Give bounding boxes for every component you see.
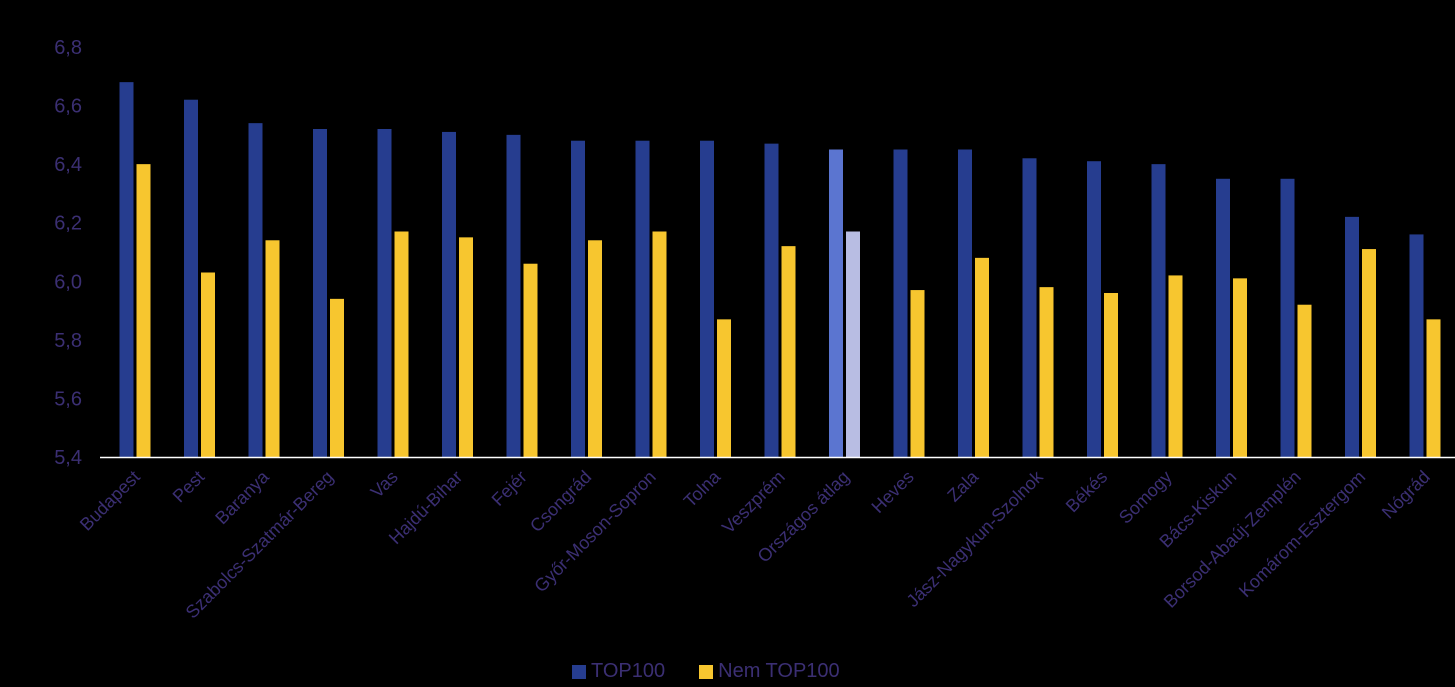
bar-nem-top100	[846, 231, 860, 457]
bar-top100	[1087, 161, 1101, 457]
x-tick-label: Csongrád	[526, 467, 595, 536]
bar-top100	[764, 143, 779, 457]
bar-nem-top100	[394, 231, 409, 457]
bar-top100	[442, 131, 456, 457]
bar-nem-top100	[717, 319, 731, 457]
bar-top100	[1022, 158, 1037, 458]
legend-label-top100: TOP100	[591, 660, 666, 682]
bar-nem-top100	[588, 240, 602, 457]
legend-item-top100: TOP100	[572, 660, 665, 683]
bar-nem-top100	[652, 231, 667, 457]
bar-top100	[313, 129, 327, 457]
x-tick-label: Baranya	[211, 466, 273, 528]
bar-top100	[829, 149, 843, 457]
y-tick-label: 6,6	[54, 96, 82, 118]
x-tick-label: Vas	[367, 467, 402, 502]
bar-nem-top100	[910, 290, 925, 457]
bar-top100	[1151, 164, 1166, 457]
y-tick-label: 5,6	[54, 388, 82, 410]
bar-top100	[506, 134, 521, 457]
x-tick-label: Fejér	[488, 467, 531, 510]
bar-nem-top100	[201, 272, 215, 457]
bar-top100	[700, 140, 714, 457]
x-tick-label: Somogy	[1115, 467, 1176, 528]
x-tick-label: Zala	[943, 466, 983, 506]
bar-top100	[1409, 234, 1424, 457]
legend-swatch-nem-top100	[699, 664, 714, 679]
bar-nem-top100	[136, 164, 151, 457]
bar-nem-top100	[330, 298, 344, 457]
bars	[119, 82, 1441, 458]
bar-nem-top100	[1168, 275, 1183, 457]
bar-nem-top100	[1104, 293, 1118, 457]
bar-top100	[571, 140, 585, 457]
bar-top100	[377, 129, 392, 457]
bar-nem-top100	[1362, 249, 1376, 457]
bar-top100	[1280, 178, 1295, 458]
legend-swatch-top100	[572, 664, 586, 679]
y-tick-label: 6,4	[54, 154, 82, 176]
bar-nem-top100	[1233, 278, 1247, 457]
bar-nem-top100	[459, 237, 473, 457]
bar-top100	[893, 149, 908, 457]
bar-top100	[635, 140, 650, 457]
bar-top100	[119, 82, 134, 458]
bar-top100	[184, 99, 198, 457]
bar-nem-top100	[781, 246, 796, 457]
x-tick-label: Budapest	[76, 467, 144, 535]
legend-label-nem-top100: Nem TOP100	[718, 660, 840, 682]
bar-top100	[1345, 216, 1359, 457]
bar-nem-top100	[265, 240, 280, 457]
bar-nem-top100	[523, 263, 538, 457]
bar-nem-top100	[975, 257, 989, 457]
y-tick-label: 6,0	[54, 271, 82, 293]
x-tick-label: Tolna	[680, 466, 725, 511]
bar-top100	[248, 123, 263, 458]
x-tick-label: Pest	[169, 467, 209, 507]
legend: TOP100 Nem TOP100	[572, 660, 840, 683]
x-tick-label: Nógrád	[1378, 467, 1434, 523]
legend-item-nem-top100: Nem TOP100	[699, 660, 840, 683]
x-axis-labels: Budapest Pest BaranyaSzabolcs-Szatmár-Bere…	[76, 466, 1434, 622]
bar-top100	[958, 149, 972, 457]
y-tick-label: 6,8	[54, 37, 82, 59]
bar-nem-top100	[1039, 287, 1054, 457]
bar-top100	[1216, 178, 1230, 458]
bar-nem-top100	[1297, 304, 1312, 457]
y-tick-label: 5,4	[54, 447, 82, 469]
x-tick-label: Heves	[868, 467, 918, 517]
bar-nem-top100	[1426, 319, 1441, 457]
x-tick-label: Békés	[1062, 467, 1112, 517]
x-tick-label: Győr-Moson-Sopron	[530, 467, 659, 596]
y-tick-label: 5,8	[54, 330, 82, 352]
y-tick-label: 6,2	[54, 213, 82, 235]
x-tick-label: Komárom-Esztergom	[1235, 467, 1369, 601]
y-axis-ticks: 5,4 5,6 5,8 6,0 6,2 6,4 6,6 6,8	[54, 37, 82, 469]
